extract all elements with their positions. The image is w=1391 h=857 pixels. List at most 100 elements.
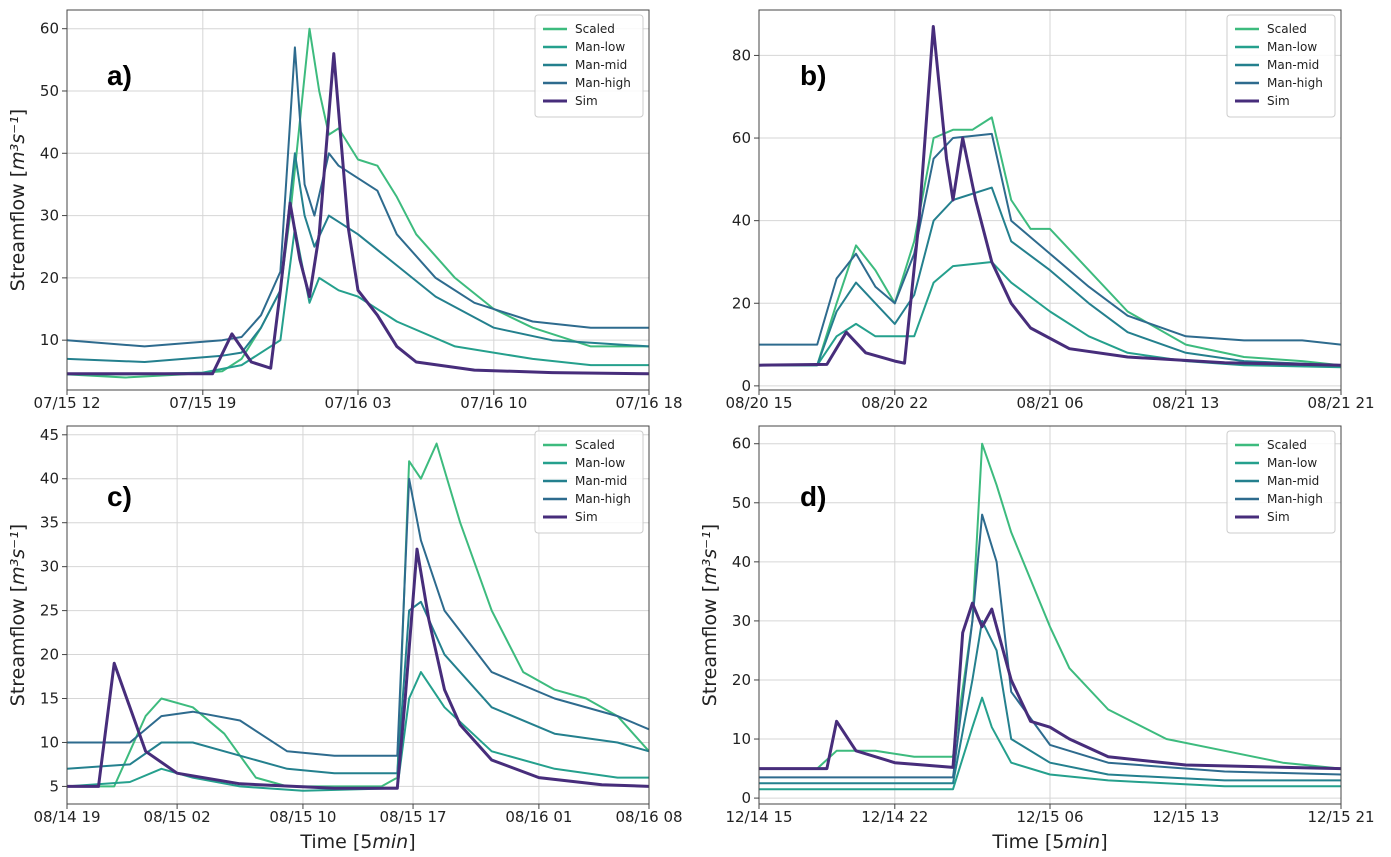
panel-a-legend-label: Man-low [575,40,625,54]
panel-c-legend-label: Scaled [575,438,615,452]
panel-a-ticks: 10 20 30 40 50 60 07/15 12 07/15 19 07/16 03 07/1… [33,20,682,412]
panel-b-ytick-label: 0 [741,377,751,395]
panel-c-ytick-label: 35 [40,514,59,532]
panel-d-y-axis-label: Streamflow [m³s⁻¹] [699,524,721,706]
panel-a-series-man-mid [67,152,649,363]
panel-c-xtick-label: 08/16 01 [505,808,572,826]
panel-c-series-man-mid [67,600,649,775]
panel-b-ytick-label: 60 [732,129,751,147]
panel-b-label: b) [800,60,826,91]
panel-a-ytick-label: 50 [40,82,59,100]
panel-d-legend-label: Man-high [1267,492,1323,506]
panel-c-y-axis-label: Streamflow [m³s⁻¹] [7,524,29,706]
panel-a-xtick-label: 07/16 03 [324,394,391,412]
panel-c-ytick-label: 45 [40,426,59,444]
panel-d-xtick-label: 12/15 06 [1016,808,1083,826]
panel-a-xtick-label: 07/15 19 [169,394,236,412]
panel-b-legend-label: Man-low [1267,40,1317,54]
panel-d-xtick-label: 12/14 15 [725,808,792,826]
panel-c-series-man-high [67,477,649,757]
panel-d-ytick-label: 20 [732,671,751,689]
panel-a-ytick-label: 60 [40,20,59,38]
panel-d-xtick-label: 12/14 22 [861,808,928,826]
panel-c-legend-label: Man-low [575,456,625,470]
panel-a-lines [67,27,649,379]
panel-c: 5 10 15 20 25 30 35 40 45 08/14 19 08/15 02 08/15 1… [33,425,683,826]
panel-b-xtick-label: 08/20 15 [725,394,792,412]
panel-d-xtick-label: 12/15 21 [1307,808,1374,826]
panel-d-lines [759,442,1341,791]
panel-a-ytick-label: 30 [40,207,59,225]
panel-a-legend-label: Scaled [575,22,615,36]
panel-a-legend-box [534,14,644,118]
panel-c-ticks: 5 10 15 20 25 30 35 40 45 08/14 19 08/15 02 08/15 1… [33,426,682,826]
panel-d-ytick-label: 40 [732,553,751,571]
panel-a: 10 20 30 40 50 60 07/15 12 07/15 19 07/16 03 07/1… [33,9,683,412]
panel-c-legend-box [534,430,644,534]
panel-b-xtick-label: 08/21 21 [1307,394,1374,412]
panel-c-frame [66,425,650,805]
panel-b-legend-label: Man-high [1267,76,1323,90]
panel-b-lines [759,25,1341,369]
panel-c-legend: Scaled Man-low Man-mid Man-high Sim [534,430,644,534]
panel-a-series-man-high [67,46,649,348]
panel-b-series-man-high [759,132,1341,346]
panel-d-ytick-label: 30 [732,612,751,630]
panel-d-ytick-label: 0 [741,789,751,807]
panel-d-series-man-high [759,513,1341,779]
panel-b-xtick-label: 08/21 13 [1152,394,1219,412]
panel-d-series-sim [759,601,1341,771]
panel-c-series-man-low [67,671,649,792]
panel-c-xtick-label: 08/14 19 [33,808,100,826]
panel-a-ytick-label: 20 [40,269,59,287]
panel-a-legend-label: Man-mid [575,58,627,72]
panel-a-xtick-label: 07/16 10 [460,394,527,412]
panel-c-ytick-label: 5 [49,777,59,795]
panel-a-label: a) [107,60,132,91]
panel-b-series-scaled [759,116,1341,367]
panel-d-series-man-mid [759,619,1341,785]
panel-a-ytick-label: 40 [40,144,59,162]
panel-a-legend-label: Man-high [575,76,631,90]
axis-labels: Streamflow [m³s⁻¹] Streamflow [m³s⁻¹] Time… [7,109,1108,853]
panel-c-ytick-label: 10 [40,733,59,751]
panel-b-legend-label: Scaled [1267,22,1307,36]
panel-c-legend-label: Sim [575,510,598,524]
panel-d-legend-label: Man-mid [1267,474,1319,488]
panel-c-legend-label: Man-mid [575,474,627,488]
panel-d-series-man-low [759,696,1341,791]
panel-d-ytick-label: 60 [732,435,751,453]
panel-c-xtick-label: 08/15 10 [269,808,336,826]
panel-c-ytick-label: 15 [40,690,59,708]
panel-a-xtick-label: 07/15 12 [33,394,100,412]
panel-a-xtick-label: 07/16 18 [615,394,682,412]
panel-d-legend-label: Sim [1267,510,1290,524]
panel-b-xtick-label: 08/21 06 [1016,394,1083,412]
panel-c-ytick-label: 30 [40,558,59,576]
panel-b-ytick-label: 20 [732,294,751,312]
panel-b-ticks: 0 20 40 60 80 08/20 15 08/20 22 08/21 06 08/21 1… [725,46,1374,412]
panel-d-ytick-label: 50 [732,494,751,512]
panel-d-label: d) [800,481,826,512]
panel-c-legend-label: Man-high [575,492,631,506]
panel-c-xtick-label: 08/15 02 [144,808,211,826]
panel-a-ytick-label: 10 [40,331,59,349]
panel-b-legend: Scaled Man-low Man-mid Man-high Sim [1226,14,1336,118]
panel-d-legend: Scaled Man-low Man-mid Man-high Sim [1226,430,1336,534]
panel-d-ticks: 0 10 20 30 40 50 60 12/14 15 12/14 22 12/15 06 12/… [725,435,1374,826]
panel-c-ytick-label: 20 [40,646,59,664]
panel-d-x-axis-label: Time [5min] [991,831,1107,853]
panel-d-ytick-label: 10 [732,730,751,748]
panel-c-x-axis-label: Time [5min] [299,831,415,853]
panel-a-y-axis-label: Streamflow [m³s⁻¹] [7,109,29,291]
panel-c-series-scaled [67,442,649,788]
panel-b-series-man-low [759,261,1341,369]
panel-a-series-scaled [67,27,649,379]
panel-c-series-sim [67,547,649,790]
panel-c-ytick-label: 25 [40,602,59,620]
panel-c-xtick-label: 08/16 08 [615,808,682,826]
panel-d-series-scaled [759,442,1341,770]
panel-b: 0 20 40 60 80 08/20 15 08/20 22 08/21 06 08/21 1… [725,9,1375,412]
panel-c-ytick-label: 40 [40,470,59,488]
